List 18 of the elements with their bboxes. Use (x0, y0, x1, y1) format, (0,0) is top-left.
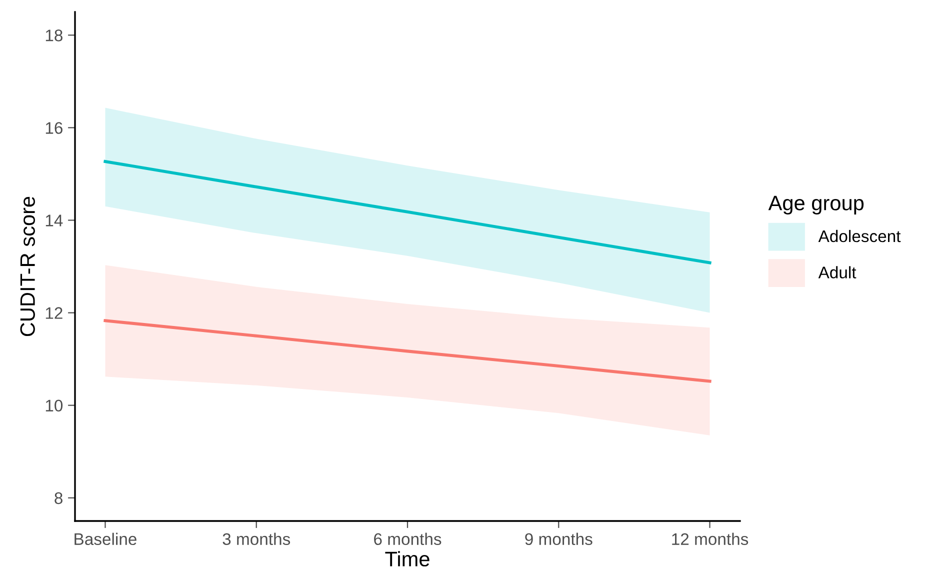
legend-label: Adolescent (818, 230, 901, 242)
y-tick-label: 10 (46, 400, 63, 412)
x-axis-title: Time (385, 551, 430, 566)
legend-label: Adult (818, 266, 856, 278)
y-tick-label: 18 (46, 30, 62, 42)
x-tick-label: 3 months (222, 532, 290, 546)
y-tick-label: 16 (46, 122, 62, 134)
y-tick-label: 12 (46, 307, 62, 319)
x-tick-label: Baseline (74, 532, 136, 546)
legend-title: Age group (768, 196, 864, 215)
x-tick-label: 12 months (672, 532, 748, 546)
line-series (104, 319, 712, 383)
x-tick-label: 9 months (525, 532, 592, 546)
x-tick-label: 6 months (374, 532, 442, 546)
y-tick-label: 8 (54, 492, 62, 504)
line-series (104, 160, 712, 264)
y-tick-label: 14 (46, 214, 63, 226)
y-axis-title: CUDIT-R score (20, 196, 35, 336)
